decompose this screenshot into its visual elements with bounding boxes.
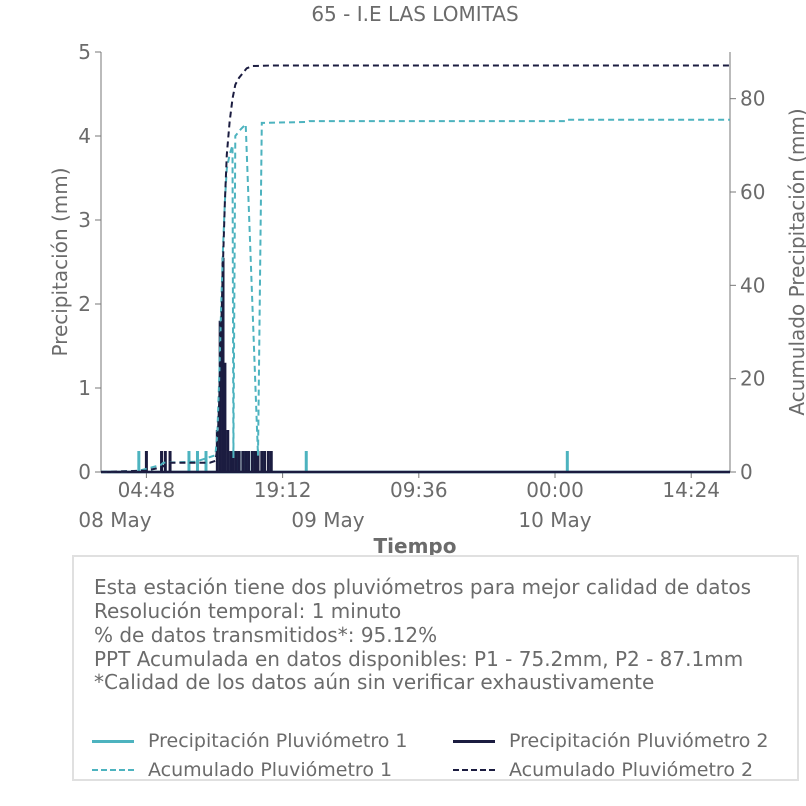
x-axis-label: Tiempo <box>374 534 457 558</box>
x-tick-label: 14:24 <box>662 478 720 502</box>
y-tick-label-right: 40 <box>740 273 765 297</box>
info-line: Esta estación tiene dos pluviómetros par… <box>94 575 752 599</box>
y-tick-label-left: 3 <box>78 208 91 232</box>
y-tick-label-right: 60 <box>740 180 765 204</box>
info-line: Resolución temporal: 1 minuto <box>94 599 402 623</box>
precipitation-chart: 65 - I.E LAS LOMITAS 0 1 2 3 4 5 0 20 40 60 80 04:4… <box>48 2 806 558</box>
info-line: % de datos transmitidos*: 95.12% <box>94 623 438 647</box>
info-box: Esta estación tiene dos pluviómetros par… <box>72 555 799 781</box>
y-tick-label-right: 20 <box>740 367 765 391</box>
info-line: PPT Acumulada en datos disponibles: P1 -… <box>94 647 744 671</box>
legend-label: Acumulado Pluviómetro 2 <box>509 759 754 781</box>
y-axis-label-left: Precipitación (mm) <box>48 167 72 356</box>
legend-item: Precipitación Pluviómetro 1 <box>92 730 408 752</box>
legend-swatch <box>453 769 495 771</box>
legend-label: Acumulado Pluviómetro 1 <box>148 759 393 781</box>
x-tick-label: 04:48 <box>118 478 176 502</box>
x-tick-label: 09:36 <box>390 478 448 502</box>
y-tick-label-left: 4 <box>78 124 91 148</box>
cumulative-line <box>100 64 730 473</box>
series-4 <box>100 64 730 473</box>
y-tick-label-left: 0 <box>78 460 91 484</box>
legend-item: Acumulado Pluviómetro 1 <box>92 759 392 781</box>
x-date-label: 09 May <box>291 508 364 532</box>
x-date-label: 10 May <box>518 508 591 532</box>
info-line: *Calidad de los datos aún sin verificar … <box>94 670 655 694</box>
legend-swatch <box>453 739 495 743</box>
legend-swatch <box>92 769 134 771</box>
y-axis-label-right: Acumulado Precipitación (mm) <box>785 108 806 415</box>
legend-label: Precipitación Pluviómetro 1 <box>148 730 408 752</box>
y-tick-label-right: 0 <box>740 460 753 484</box>
y-tick-label-left: 2 <box>78 292 91 316</box>
x-date-label: 08 May <box>78 508 151 532</box>
chart-axes: 0 1 2 3 4 5 0 20 40 60 80 04:48 19:12 09:36 00:00 14:24… <box>78 40 765 532</box>
y-tick-label-left: 5 <box>78 40 91 64</box>
chart-title: 65 - I.E LAS LOMITAS <box>311 2 518 26</box>
y-tick-label-left: 1 <box>78 376 91 400</box>
legend-label: Precipitación Pluviómetro 2 <box>509 730 769 752</box>
series-3 <box>100 118 730 473</box>
x-tick-label: 19:12 <box>254 478 312 502</box>
y-tick-label-right: 80 <box>740 87 765 111</box>
legend-item: Acumulado Pluviómetro 2 <box>453 759 753 781</box>
legend-item: Precipitación Pluviómetro 2 <box>453 730 769 752</box>
cumulative-line <box>100 118 730 473</box>
series-2 <box>101 257 730 474</box>
chart-marks <box>100 64 730 474</box>
x-tick-label: 00:00 <box>526 478 584 502</box>
legend-swatch <box>92 739 134 743</box>
